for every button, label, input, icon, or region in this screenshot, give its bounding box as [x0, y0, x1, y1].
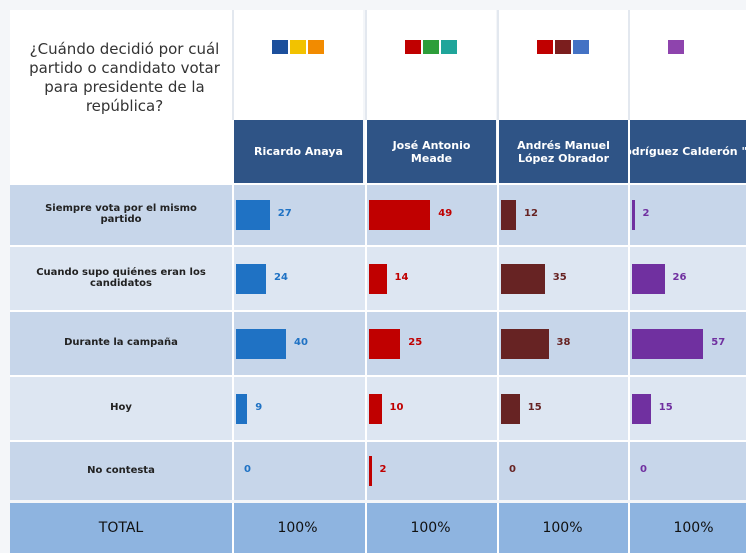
party-logo [537, 40, 553, 54]
question: ¿Cuándo decidió por cuál partido o candi… [29, 40, 220, 115]
bar [501, 393, 520, 424]
party-logo [668, 40, 684, 54]
value-label: 0 [244, 464, 251, 475]
value-label: 40 [294, 336, 308, 348]
bar [632, 328, 704, 359]
col-divider [232, 440, 234, 500]
party-logo [441, 40, 457, 54]
col-divider [497, 183, 499, 245]
value-label: 2 [379, 464, 387, 475]
bar [236, 328, 286, 359]
bar [632, 263, 665, 294]
candidate-header: Ricardo Anaya [232, 120, 363, 183]
bar [501, 328, 549, 359]
bar [369, 456, 372, 486]
col-divider [628, 310, 630, 375]
party-logo [290, 40, 306, 54]
row-label: Durante la campaña [64, 337, 178, 348]
col-divider [365, 375, 367, 440]
candidate-header: Jaime Rodríguez Calderón "El Bronco" [628, 120, 746, 183]
bar [236, 263, 266, 294]
value-label: 38 [556, 336, 571, 348]
bar [632, 393, 651, 424]
party-logo [573, 40, 589, 54]
header-logo-cell [232, 10, 363, 120]
bar [369, 263, 387, 294]
candidate-header: José Antonio Meade [365, 120, 496, 183]
bar [369, 393, 382, 424]
bar [236, 393, 248, 424]
party-logo [272, 40, 288, 54]
col-divider [232, 245, 234, 310]
total-divider [497, 503, 499, 553]
party-logo [308, 40, 324, 54]
value-label: 35 [552, 271, 567, 283]
value-label: 49 [438, 208, 453, 219]
col-divider [497, 375, 499, 440]
value-label: 14 [394, 271, 409, 283]
value-label: 15 [658, 401, 673, 413]
total-value: 100% [673, 520, 714, 536]
party-logo [555, 40, 571, 54]
value-label: 24 [274, 271, 288, 283]
col-divider [497, 310, 499, 375]
col-divider [232, 375, 234, 440]
value-label: 25 [408, 336, 423, 348]
value-label: 12 [524, 208, 538, 219]
total-value: 100% [542, 520, 583, 536]
total-divider [365, 503, 367, 553]
col-divider [628, 440, 630, 500]
col-divider [232, 183, 234, 245]
col-divider [365, 440, 367, 500]
bar [501, 263, 545, 294]
value-label: 27 [277, 208, 292, 219]
bar [369, 328, 401, 359]
header-logo-cell [497, 10, 628, 120]
question-cell [10, 10, 232, 183]
total-title: TOTAL [98, 520, 144, 536]
value-label: 9 [255, 401, 263, 413]
col-divider [497, 245, 499, 310]
col-divider [365, 245, 367, 310]
total-row [10, 503, 746, 553]
bar [632, 200, 635, 230]
row-label: Cuando supo quiénes eran los candidatos [36, 266, 206, 289]
bar [369, 200, 431, 230]
col-divider [628, 183, 630, 245]
value-label: 0 [509, 464, 516, 475]
total-divider [628, 503, 630, 553]
header-logo-cell [628, 10, 746, 120]
col-divider [365, 183, 367, 245]
total-value: 100% [277, 520, 318, 536]
party-logo [405, 40, 421, 54]
row-label: Siempre vota por el mismo partido [45, 203, 197, 225]
value-label: 2 [642, 208, 650, 219]
party-logo [423, 40, 439, 54]
col-divider [365, 310, 367, 375]
total-divider [232, 503, 234, 553]
bar [236, 200, 270, 230]
bar [501, 200, 516, 230]
value-label: 0 [640, 464, 647, 475]
total-value: 100% [410, 520, 451, 536]
row-bg [10, 440, 746, 500]
value-label: 10 [389, 401, 404, 413]
value-label: 57 [711, 336, 726, 348]
candidate-header: Andrés Manuel López Obrador [497, 120, 628, 183]
row-label: Hoy [110, 402, 132, 413]
col-divider [628, 375, 630, 440]
col-divider [497, 440, 499, 500]
value-label: 26 [672, 271, 687, 283]
col-divider [232, 310, 234, 375]
header-logo-cell [365, 10, 496, 120]
col-divider [628, 245, 630, 310]
row-label: No contesta [87, 464, 155, 476]
value-label: 15 [527, 401, 542, 413]
